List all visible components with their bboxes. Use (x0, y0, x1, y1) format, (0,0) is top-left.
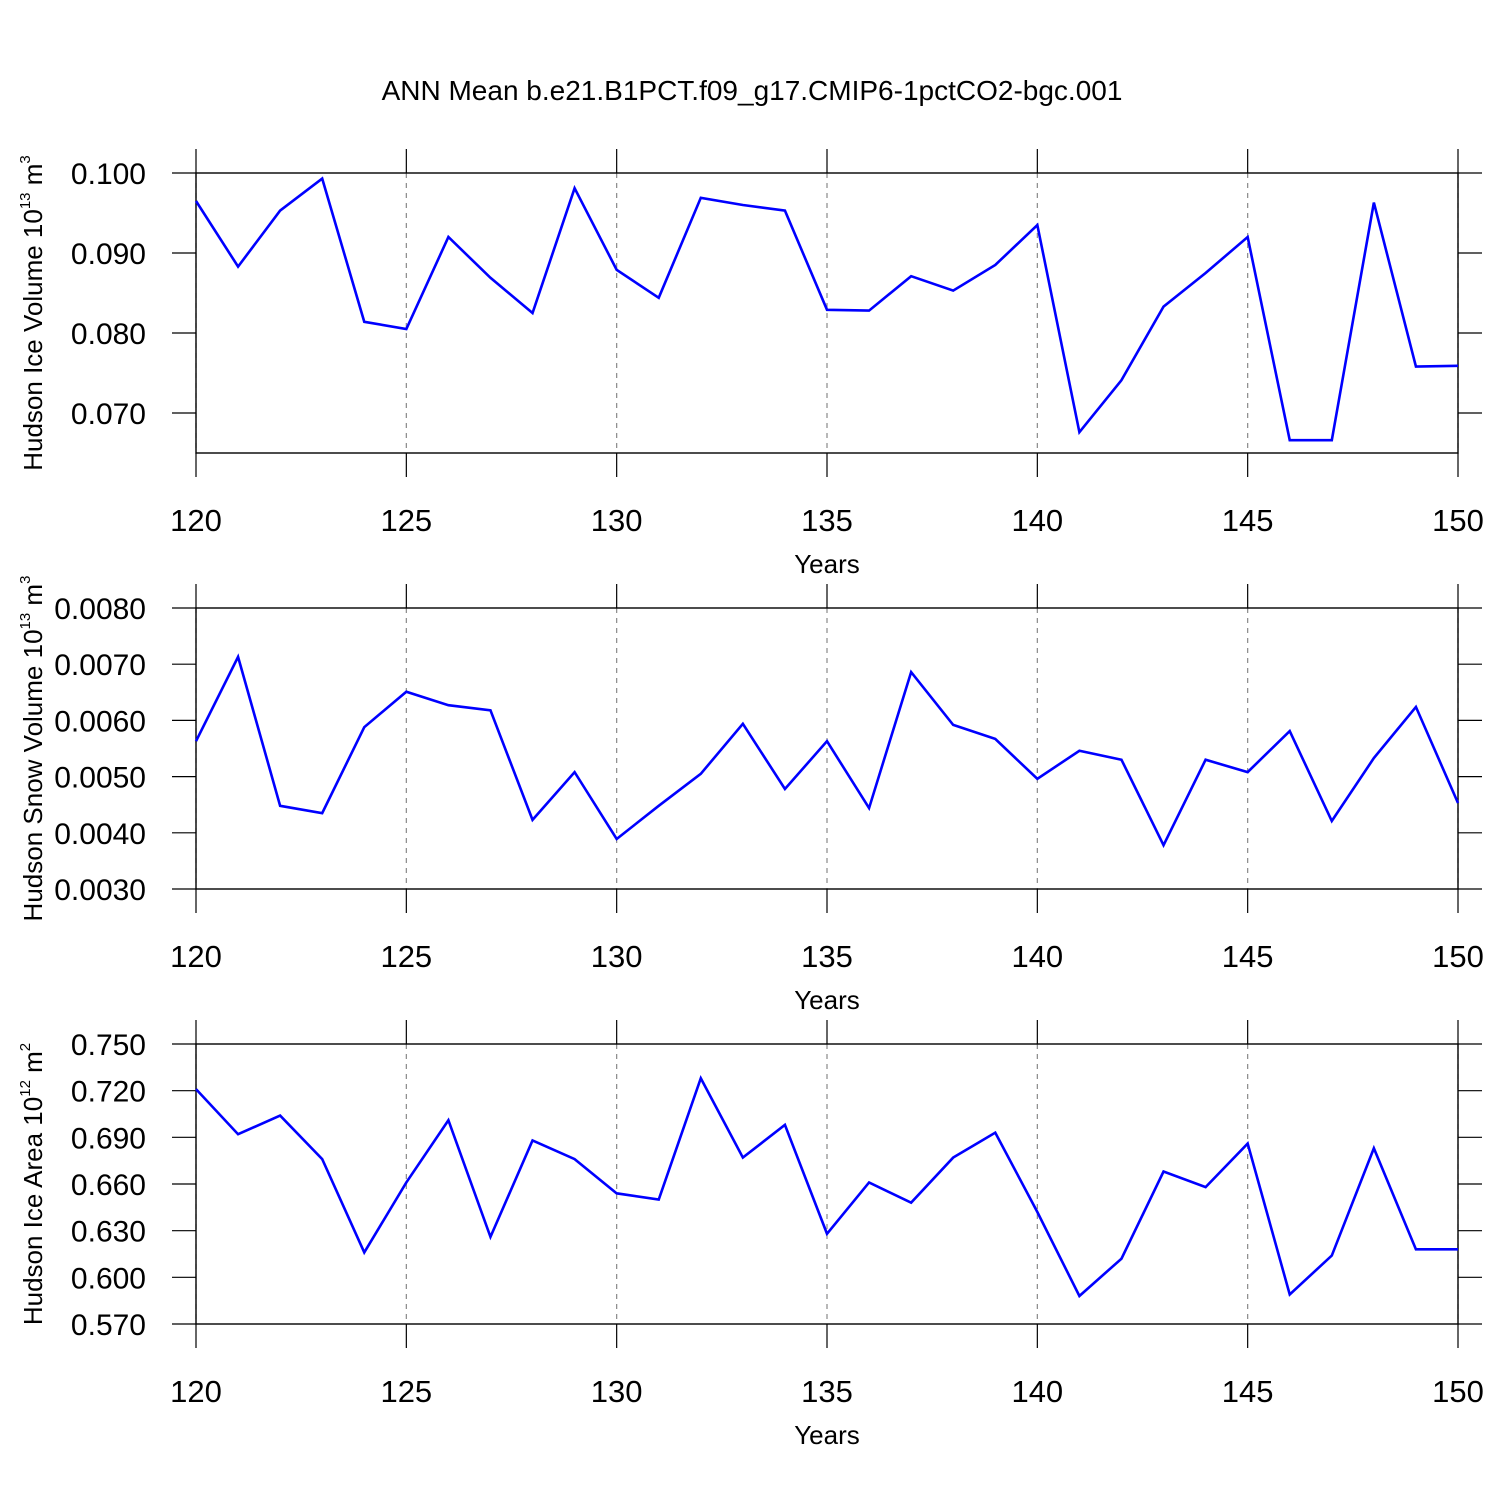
y-tick-label: 0.0060 (54, 705, 146, 738)
line-series (194, 653, 1460, 849)
x-tick-label: 135 (801, 1374, 853, 1409)
y-axis-label-part: Hudson Snow Volume 10 (18, 629, 48, 921)
y-tick-label: 0.0050 (54, 762, 146, 795)
x-tick-label: 150 (1432, 939, 1484, 974)
y-axis-label-part: m (18, 164, 48, 193)
x-tick-label: 145 (1222, 503, 1274, 538)
y-axis-label-superscript: 13 (17, 192, 34, 209)
y-tick-label: 0.100 (71, 158, 146, 191)
x-tick-label: 145 (1222, 1374, 1274, 1409)
y-axis-label-part: m (18, 584, 48, 613)
x-tick-label: 140 (1011, 503, 1063, 538)
y-tick-label: 0.090 (71, 238, 146, 271)
y-tick-label: 0.0080 (54, 593, 146, 626)
panel: 120 125 130 135 140 145 150 0.0030 0.0040 0.0050 0… (17, 576, 1484, 1015)
x-tick-label: 150 (1432, 1374, 1484, 1409)
y-axis-label: Hudson Ice Area 1012 m2 (17, 1043, 48, 1325)
y-tick-label: 0.750 (71, 1029, 146, 1062)
y-tick-label: 0.600 (71, 1262, 146, 1295)
y-axis-label-part: Hudson Ice Area 10 (18, 1097, 48, 1325)
x-tick-label: 120 (170, 503, 222, 538)
y-tick-label: 0.570 (71, 1309, 146, 1342)
x-tick-label: 125 (380, 1374, 432, 1409)
x-tick-label: 120 (170, 1374, 222, 1409)
x-axis-label: Years (794, 549, 860, 579)
figure-title: ANN Mean b.e21.B1PCT.f09_g17.CMIP6-1pctC… (382, 75, 1123, 106)
x-tick-label: 135 (801, 503, 853, 538)
y-tick-label: 0.0030 (54, 874, 146, 907)
y-axis-label: Hudson Ice Volume 1013 m3 (17, 155, 48, 471)
y-tick-label: 0.0040 (54, 818, 146, 851)
line-series (194, 176, 1459, 442)
plot-frame (195, 172, 1459, 454)
x-tick-label: 130 (591, 503, 643, 538)
y-axis-label-superscript: 3 (17, 155, 34, 163)
y-axis-label-superscript: 12 (17, 1080, 34, 1097)
x-tick-label: 130 (591, 939, 643, 974)
x-tick-label: 140 (1011, 1374, 1063, 1409)
y-tick-label: 0.720 (71, 1076, 146, 1109)
y-axis-label-part: Hudson Ice Volume 10 (18, 209, 48, 471)
y-tick-label: 0.0070 (54, 649, 146, 682)
x-axis-label: Years (794, 1420, 860, 1450)
y-tick-label: 0.080 (71, 318, 146, 351)
y-tick-label: 0.070 (71, 398, 146, 431)
plot-frame (195, 1043, 1459, 1325)
x-tick-label: 145 (1222, 939, 1274, 974)
x-tick-label: 150 (1432, 503, 1484, 538)
y-axis-label-superscript: 13 (17, 613, 34, 630)
x-tick-label: 130 (591, 1374, 643, 1409)
x-tick-label: 125 (380, 939, 432, 974)
panel: 120 125 130 135 140 145 150 0.070 0.080 0.090 0.10… (17, 149, 1484, 579)
line-series (195, 1074, 1458, 1299)
x-tick-label: 125 (380, 503, 432, 538)
y-tick-label: 0.630 (71, 1216, 146, 1249)
y-axis-label-part: m (18, 1051, 48, 1080)
panel: 120 125 130 135 140 145 150 0.570 0.600 0.630 0.66… (17, 1020, 1484, 1450)
y-tick-label: 0.690 (71, 1122, 146, 1155)
x-tick-label: 135 (801, 939, 853, 974)
y-axis-label: Hudson Snow Volume 1013 m3 (17, 576, 48, 922)
y-axis-label-superscript: 2 (17, 1043, 34, 1051)
x-tick-label: 120 (170, 939, 222, 974)
y-tick-label: 0.660 (71, 1169, 146, 1202)
plot-frame (195, 607, 1459, 890)
y-axis-label-superscript: 3 (17, 576, 34, 584)
x-axis-label: Years (794, 985, 860, 1015)
x-tick-label: 140 (1011, 939, 1063, 974)
